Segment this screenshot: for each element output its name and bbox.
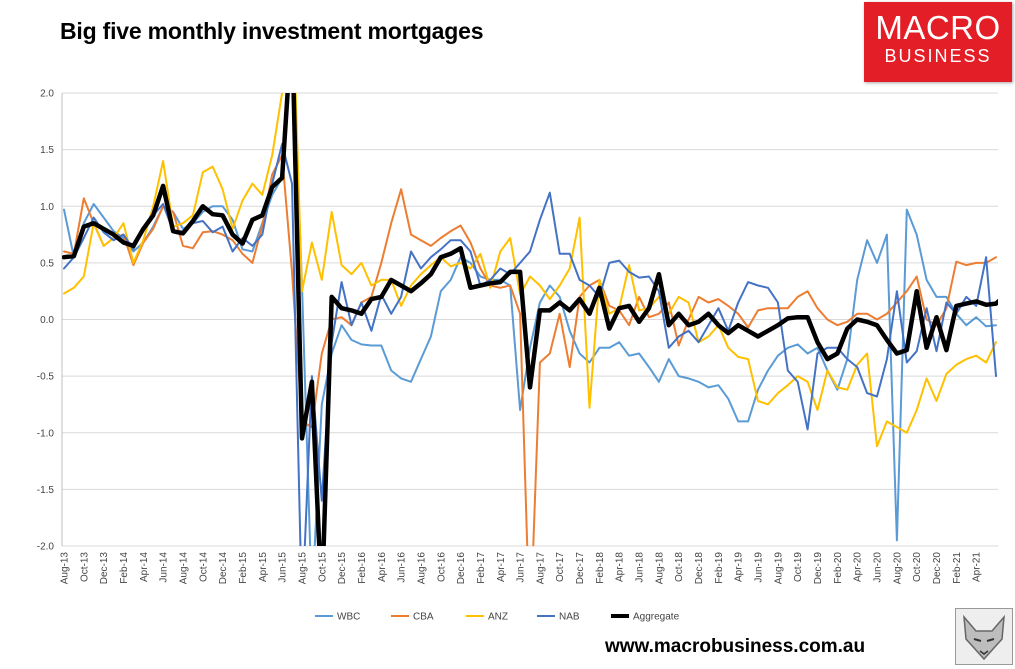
x-tick-label: Feb-19 — [714, 552, 725, 584]
x-tick-label: Oct-18 — [674, 552, 685, 582]
x-tick-label: Feb-14 — [119, 552, 130, 584]
x-tick-label: Apr-14 — [139, 552, 150, 582]
x-tick-label: Dec-19 — [813, 552, 824, 585]
x-tick-label: Aug-16 — [416, 552, 427, 585]
y-tick-label: 1.0 — [40, 202, 54, 213]
series-line-cba — [63, 154, 997, 546]
x-tick-label: Jun-18 — [635, 552, 646, 583]
x-tick-label: Feb-21 — [952, 552, 963, 584]
macrobusiness-logo[interactable]: MACRO BUSINESS — [864, 2, 1012, 82]
x-tick-label: Dec-17 — [575, 552, 586, 585]
legend-label-aggregate: Aggregate — [633, 612, 680, 623]
website-url[interactable]: www.macrobusiness.com.au — [605, 636, 866, 657]
series-line-anz — [63, 93, 997, 448]
x-tick-label: Jun-14 — [159, 552, 170, 583]
x-tick-label: Oct-16 — [436, 552, 447, 582]
chart-title: Big five monthly investment mortgages — [60, 18, 484, 44]
series-line-wbc — [63, 93, 997, 546]
x-tick-label: Oct-17 — [555, 552, 566, 582]
x-tick-label: Dec-20 — [932, 552, 943, 585]
y-axis-ticks: 2.0 1.5 1.0 0.5 0.0 -0.5 -1.0 -1.5 -2.0 — [37, 89, 55, 553]
x-tick-label: Jun-20 — [873, 552, 884, 583]
x-tick-label: Oct-15 — [317, 552, 328, 582]
series-line-nab — [63, 143, 997, 546]
legend: WBC CBA ANZ NAB Aggregate — [315, 612, 680, 623]
x-tick-label: Aug-19 — [773, 552, 784, 585]
x-tick-label: Dec-18 — [694, 552, 705, 585]
x-axis-ticks: Aug-13 Oct-13 Dec-13 Feb-14 Apr-14 Jun-14 Aug-… — [60, 552, 983, 585]
y-tick-label: 0.5 — [40, 258, 54, 269]
x-tick-label: Dec-13 — [99, 552, 110, 585]
legend-label-wbc: WBC — [337, 612, 360, 623]
series-line-aggregate — [62, 93, 998, 546]
x-tick-label: Aug-17 — [535, 552, 546, 585]
x-tick-label: Oct-13 — [79, 552, 90, 582]
x-tick-label: Apr-15 — [258, 552, 269, 582]
x-tick-label: Apr-20 — [853, 552, 864, 582]
x-tick-label: Oct-19 — [793, 552, 804, 582]
x-tick-label: Apr-16 — [377, 552, 388, 582]
y-tick-label: 0.0 — [40, 315, 54, 326]
x-tick-label: Aug-20 — [892, 552, 903, 585]
x-tick-label: Jun-17 — [516, 552, 527, 583]
y-tick-label: 1.5 — [40, 145, 54, 156]
x-tick-label: Feb-15 — [238, 552, 249, 584]
x-tick-label: Dec-14 — [218, 552, 229, 585]
y-tick-label: 2.0 — [40, 89, 54, 100]
x-tick-label: Aug-18 — [654, 552, 665, 585]
series-lines — [62, 93, 998, 546]
legend-label-anz: ANZ — [488, 612, 508, 623]
x-tick-label: Apr-21 — [972, 552, 983, 582]
x-tick-label: Feb-17 — [476, 552, 487, 584]
x-tick-label: Jun-16 — [397, 552, 408, 583]
logo-line-1: MACRO — [875, 9, 1001, 46]
y-tick-label: -1.5 — [37, 485, 55, 496]
x-tick-label: Apr-18 — [615, 552, 626, 582]
x-tick-label: Jun-19 — [754, 552, 765, 583]
x-tick-label: Dec-16 — [456, 552, 467, 585]
x-tick-label: Aug-14 — [178, 552, 189, 585]
x-tick-label: Oct-20 — [912, 552, 923, 582]
x-tick-label: Feb-16 — [357, 552, 368, 584]
x-tick-label: Apr-19 — [734, 552, 745, 582]
x-tick-label: Jun-15 — [278, 552, 289, 583]
x-tick-label: Aug-13 — [60, 552, 71, 585]
fox-mascot-icon — [955, 608, 1013, 665]
y-tick-label: -2.0 — [37, 542, 55, 553]
x-tick-label: Feb-18 — [595, 552, 606, 584]
x-tick-label: Aug-15 — [297, 552, 308, 585]
x-tick-label: Oct-14 — [198, 552, 209, 582]
x-tick-label: Apr-17 — [496, 552, 507, 582]
legend-label-nab: NAB — [559, 612, 580, 623]
x-tick-label: Feb-20 — [833, 552, 844, 584]
y-tick-label: -1.0 — [37, 428, 55, 439]
y-tick-label: -0.5 — [37, 372, 55, 383]
legend-label-cba: CBA — [413, 612, 434, 623]
logo-line-2: BUSINESS — [884, 46, 992, 66]
x-tick-label: Dec-15 — [337, 552, 348, 585]
